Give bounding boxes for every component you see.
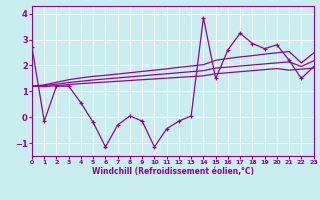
X-axis label: Windchill (Refroidissement éolien,°C): Windchill (Refroidissement éolien,°C) — [92, 167, 254, 176]
